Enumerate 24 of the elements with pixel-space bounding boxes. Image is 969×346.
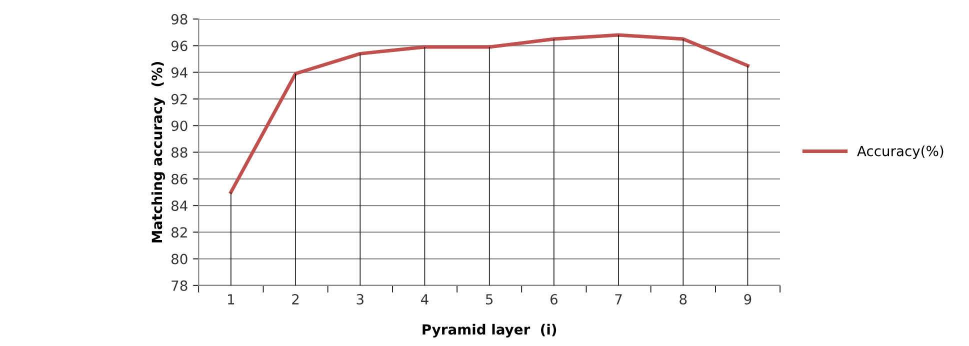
x-tick-label: 2 bbox=[292, 294, 299, 304]
y-tick-label: 80 bbox=[171, 254, 188, 264]
x-tick-label: 5 bbox=[486, 294, 493, 305]
x-tick-label: 4 bbox=[421, 294, 428, 304]
x-tick-label: 6 bbox=[550, 294, 558, 305]
y-tick-label: 92 bbox=[171, 94, 187, 104]
x-tick-label: 3 bbox=[356, 294, 364, 305]
x-axis-title: Pyramid layer (i) bbox=[422, 324, 556, 338]
y-tick-label: 82 bbox=[171, 227, 187, 238]
y-tick-label: 98 bbox=[171, 14, 188, 25]
y-tick-label: 86 bbox=[171, 174, 188, 184]
line-series bbox=[229, 33, 750, 194]
y-tick-label: 84 bbox=[171, 200, 188, 211]
x-tick-label: 7 bbox=[615, 294, 622, 304]
x-tick-label: 1 bbox=[228, 294, 234, 304]
x-tick-label: 9 bbox=[744, 294, 752, 305]
y-tick-label: 88 bbox=[171, 147, 188, 158]
y-axis-title: Matching accuracy (%) bbox=[151, 62, 165, 242]
y-tick-label: 96 bbox=[171, 40, 188, 52]
y-tick-label: 90 bbox=[171, 120, 188, 132]
x-tick-label: 8 bbox=[680, 294, 687, 305]
y-tick-label: 94 bbox=[171, 67, 188, 78]
legend-label: Accuracy(%) bbox=[857, 146, 944, 159]
y-tick-label: 78 bbox=[172, 280, 188, 291]
